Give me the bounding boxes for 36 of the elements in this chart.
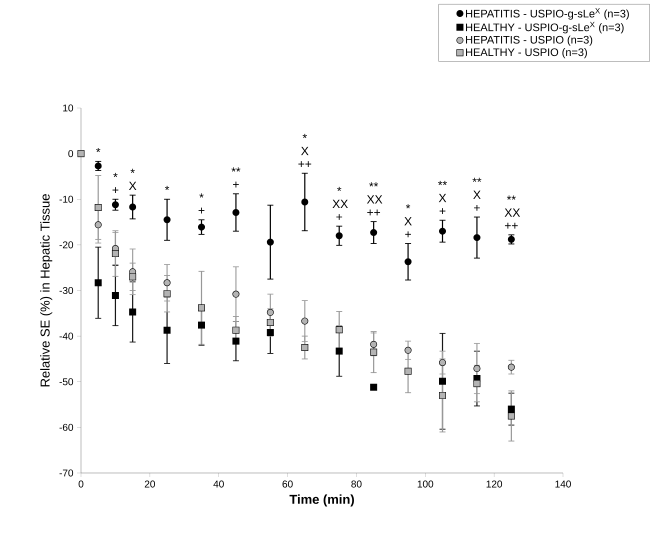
y-tick-label: -20: [60, 241, 74, 248]
data-label: * X: [128, 168, 136, 190]
x-tick-label: 80: [351, 480, 362, 488]
y-tick-label: 10: [63, 104, 74, 112]
data-label: * X ++: [298, 134, 312, 167]
legend-label: HEPATITIS - USPIO (n=3): [466, 36, 592, 46]
y-tick-label: -50: [60, 378, 74, 386]
y-tick-label: 0: [68, 150, 74, 158]
y-tick-label: -30: [60, 286, 74, 294]
data-label: ** +: [231, 167, 240, 188]
x-tick-label: 100: [418, 480, 434, 488]
y-tick-label: -70: [60, 469, 74, 477]
legend-label: HEPATITIS - USPIO-g-sLe$^{X}$ (n=3): [466, 8, 629, 20]
data-label: * +: [198, 193, 204, 214]
x-tick-label: 20: [144, 480, 156, 488]
legend-label: HEALTHY - USPIO-g-sLe$^{X}$ (n=3): [466, 22, 624, 34]
data-label: ** XX ++: [366, 182, 382, 216]
x-axis-title: Time (min): [290, 494, 354, 506]
x-tick-label: 140: [555, 480, 571, 488]
data-label: ** X +: [438, 180, 447, 214]
data-label: *: [164, 186, 170, 190]
x-tick-label: 40: [213, 480, 224, 488]
data-label: *: [96, 148, 100, 152]
y-tick-label: -40: [60, 332, 74, 340]
y-axis-title: Relative SE (%) in Hepatic Tissue: [40, 194, 52, 386]
data-label: * X +: [404, 204, 412, 238]
x-tick-label: 0: [78, 480, 84, 488]
y-tick-label: -60: [60, 424, 74, 431]
x-tick-label: 120: [486, 480, 502, 488]
x-tick-label: 60: [282, 480, 293, 488]
data-label: ** XX ++: [504, 196, 520, 229]
data-label: ** X +: [472, 178, 482, 211]
data-label: * +: [112, 172, 118, 194]
legend-label: HEALTHY - USPIO (n=3): [466, 48, 587, 58]
data-label: * XX +: [332, 186, 348, 220]
y-tick-label: -10: [60, 196, 74, 203]
